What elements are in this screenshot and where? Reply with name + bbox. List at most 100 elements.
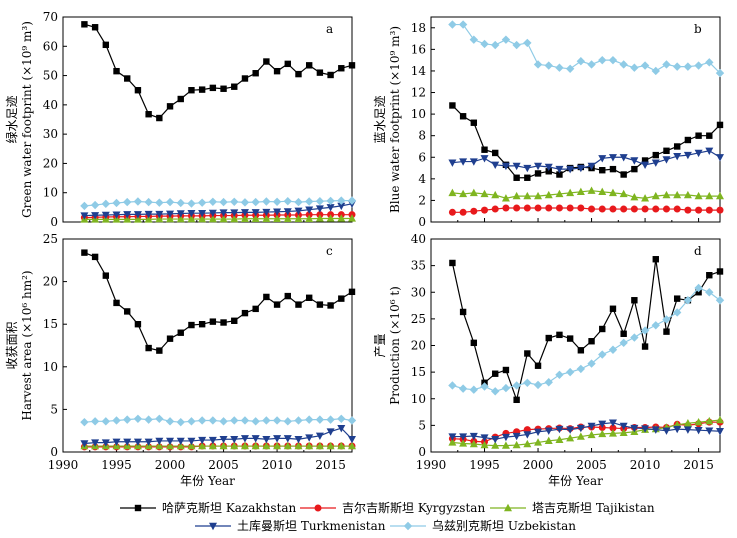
data-point [684,136,692,144]
data-point [705,206,713,214]
data-point [587,186,596,194]
data-point [240,198,250,207]
data-point [448,20,457,29]
legend-label: 乌兹别克斯坦 Uzbekistan [432,518,576,533]
y-tick-label: 50 [43,69,58,83]
data-point [449,102,456,109]
data-point [555,165,564,174]
data-point [347,416,357,425]
y-tick-label: 30 [411,285,426,299]
data-point [491,205,499,213]
y-tick-label: 15 [43,317,58,331]
data-point [491,441,500,449]
data-point [316,301,324,308]
data-point [198,214,207,223]
data-point [534,204,542,212]
data-point [481,206,489,214]
data-point [641,205,649,213]
data-point [240,416,250,425]
data-point [694,283,703,293]
data-point [609,165,617,173]
data-point [598,429,607,438]
data-point [294,416,303,425]
y-tick-label: 0 [50,445,58,459]
data-point [459,308,467,316]
data-point [469,439,478,448]
series-kazakhstan [449,256,724,404]
y-axis-title-en: Production (×10⁶ t) [388,286,402,405]
data-point [262,441,271,450]
data-point [555,204,563,212]
data-point [176,214,185,223]
data-point [459,208,467,216]
data-point [123,438,132,446]
data-point [177,95,184,103]
data-point [588,338,595,345]
data-point [263,58,270,65]
data-point [230,197,239,206]
data-point [123,197,132,207]
data-point [683,419,692,427]
data-point [502,204,510,212]
data-point [608,154,617,162]
y-tick-label: 4 [418,172,426,186]
data-point [673,190,682,199]
data-point [134,321,142,328]
data-point [155,441,164,450]
data-point [619,338,628,348]
axes-frame-a [62,16,353,223]
data-point [694,61,703,70]
data-point [576,57,586,66]
data-point [326,196,335,206]
data-point [156,114,163,122]
data-point [188,87,195,94]
data-point [273,214,282,222]
data-point [673,205,681,213]
data-point [673,295,681,302]
data-point [566,433,575,442]
data-point [694,417,703,426]
data-point [523,431,532,439]
data-point [315,197,325,206]
data-point [315,432,324,441]
data-point [619,154,628,162]
data-point [133,197,143,206]
series-uzbekistan [448,20,725,78]
y-tick-label: 60 [43,39,58,53]
data-point [695,206,703,214]
data-point [155,198,164,207]
data-point [608,188,617,197]
data-point [123,215,132,223]
legend-label: 哈萨克斯坦 Kazakhstan [162,501,297,515]
data-point [599,325,606,333]
data-point [587,430,596,439]
data-point [608,419,617,427]
data-point [448,159,457,167]
y-tick-label: 30 [43,127,58,141]
series-turkmenistan [448,147,724,174]
data-point [716,121,724,129]
data-point [566,204,574,212]
data-point [672,62,682,71]
y-tick-label: 20 [43,156,58,170]
data-point [209,318,217,325]
data-point [241,75,249,82]
data-point [641,194,650,202]
data-point [273,441,282,450]
data-point [263,293,270,301]
data-point [272,197,282,206]
data-point [620,171,627,178]
data-point [90,200,100,210]
data-point [337,202,346,211]
data-point [619,422,628,431]
data-point [90,417,100,426]
data-point [673,143,681,150]
data-point [566,335,574,342]
data-point [273,301,281,308]
data-point [166,214,175,223]
x-tick-label: 2005 [208,458,239,472]
data-point [683,151,692,160]
data-point [683,62,693,71]
data-point [523,191,532,200]
data-point [273,208,282,216]
